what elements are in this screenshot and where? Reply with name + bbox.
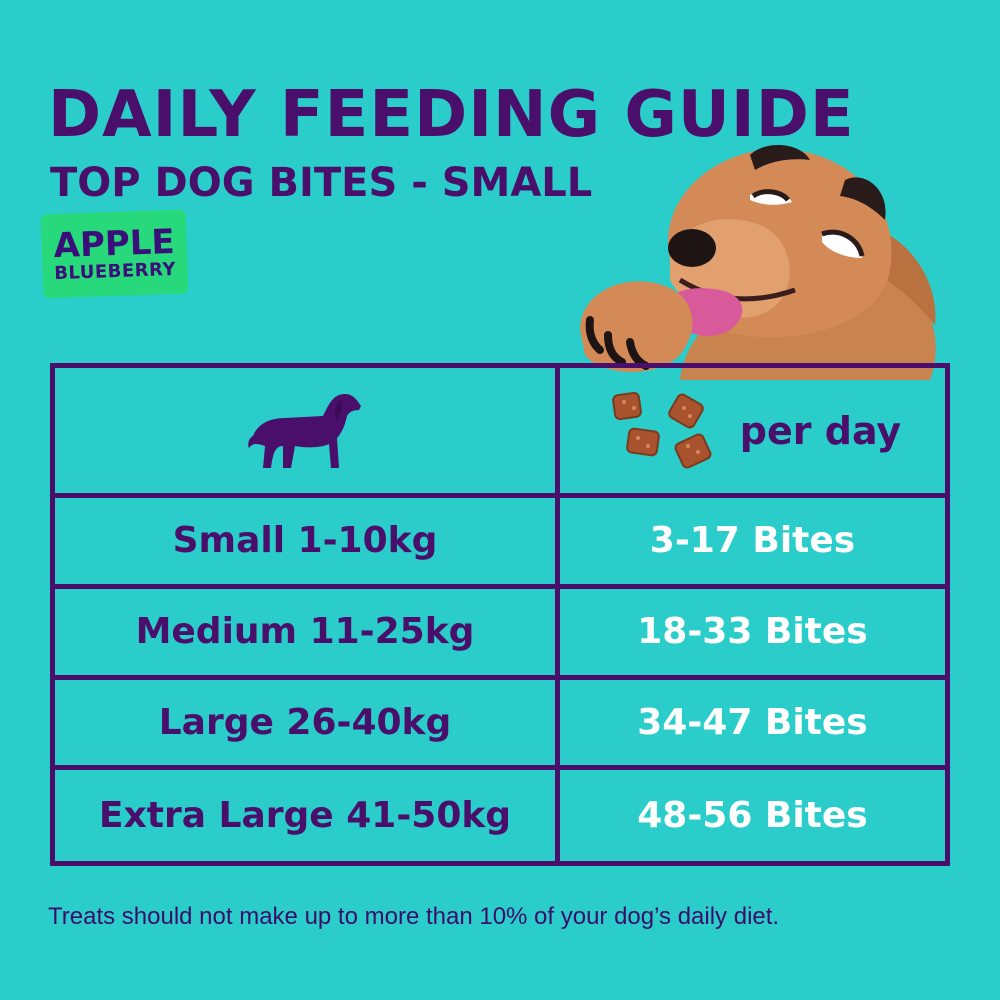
- feeding-guide-table: per day Small 1-10kg 3-17 Bites Medium 1…: [50, 363, 950, 866]
- table-row-bites: 3-17 Bites: [560, 498, 945, 589]
- table-row-size: Extra Large 41-50kg: [55, 770, 560, 861]
- dog-silhouette-icon: [248, 393, 361, 468]
- table-row-bites: 34-47 Bites: [560, 680, 945, 771]
- table-row-size: Small 1-10kg: [55, 498, 560, 589]
- flavor-name-primary: APPLE: [52, 221, 176, 267]
- table-row-bites: 18-33 Bites: [560, 589, 945, 680]
- table-header-per-day: per day: [560, 368, 945, 498]
- flavor-name-secondary: BLUEBERRY: [53, 258, 177, 285]
- puppy-illustration: [580, 144, 936, 380]
- page-title: DAILY FEEDING GUIDE: [48, 78, 855, 152]
- product-subtitle: TOP DOG BITES - SMALL: [50, 160, 593, 206]
- table-header-dog-size: [55, 368, 560, 498]
- table-row-bites: 48-56 Bites: [637, 795, 868, 837]
- flavor-badge: APPLE BLUEBERRY: [40, 209, 189, 299]
- feeding-footnote: Treats should not make up to more than 1…: [48, 903, 780, 930]
- per-day-label: per day: [739, 408, 902, 453]
- table-row-size: Large 26-40kg: [55, 679, 560, 771]
- table-row-size: Medium 11-25kg: [55, 588, 560, 680]
- treat-bites-icon: [611, 391, 712, 468]
